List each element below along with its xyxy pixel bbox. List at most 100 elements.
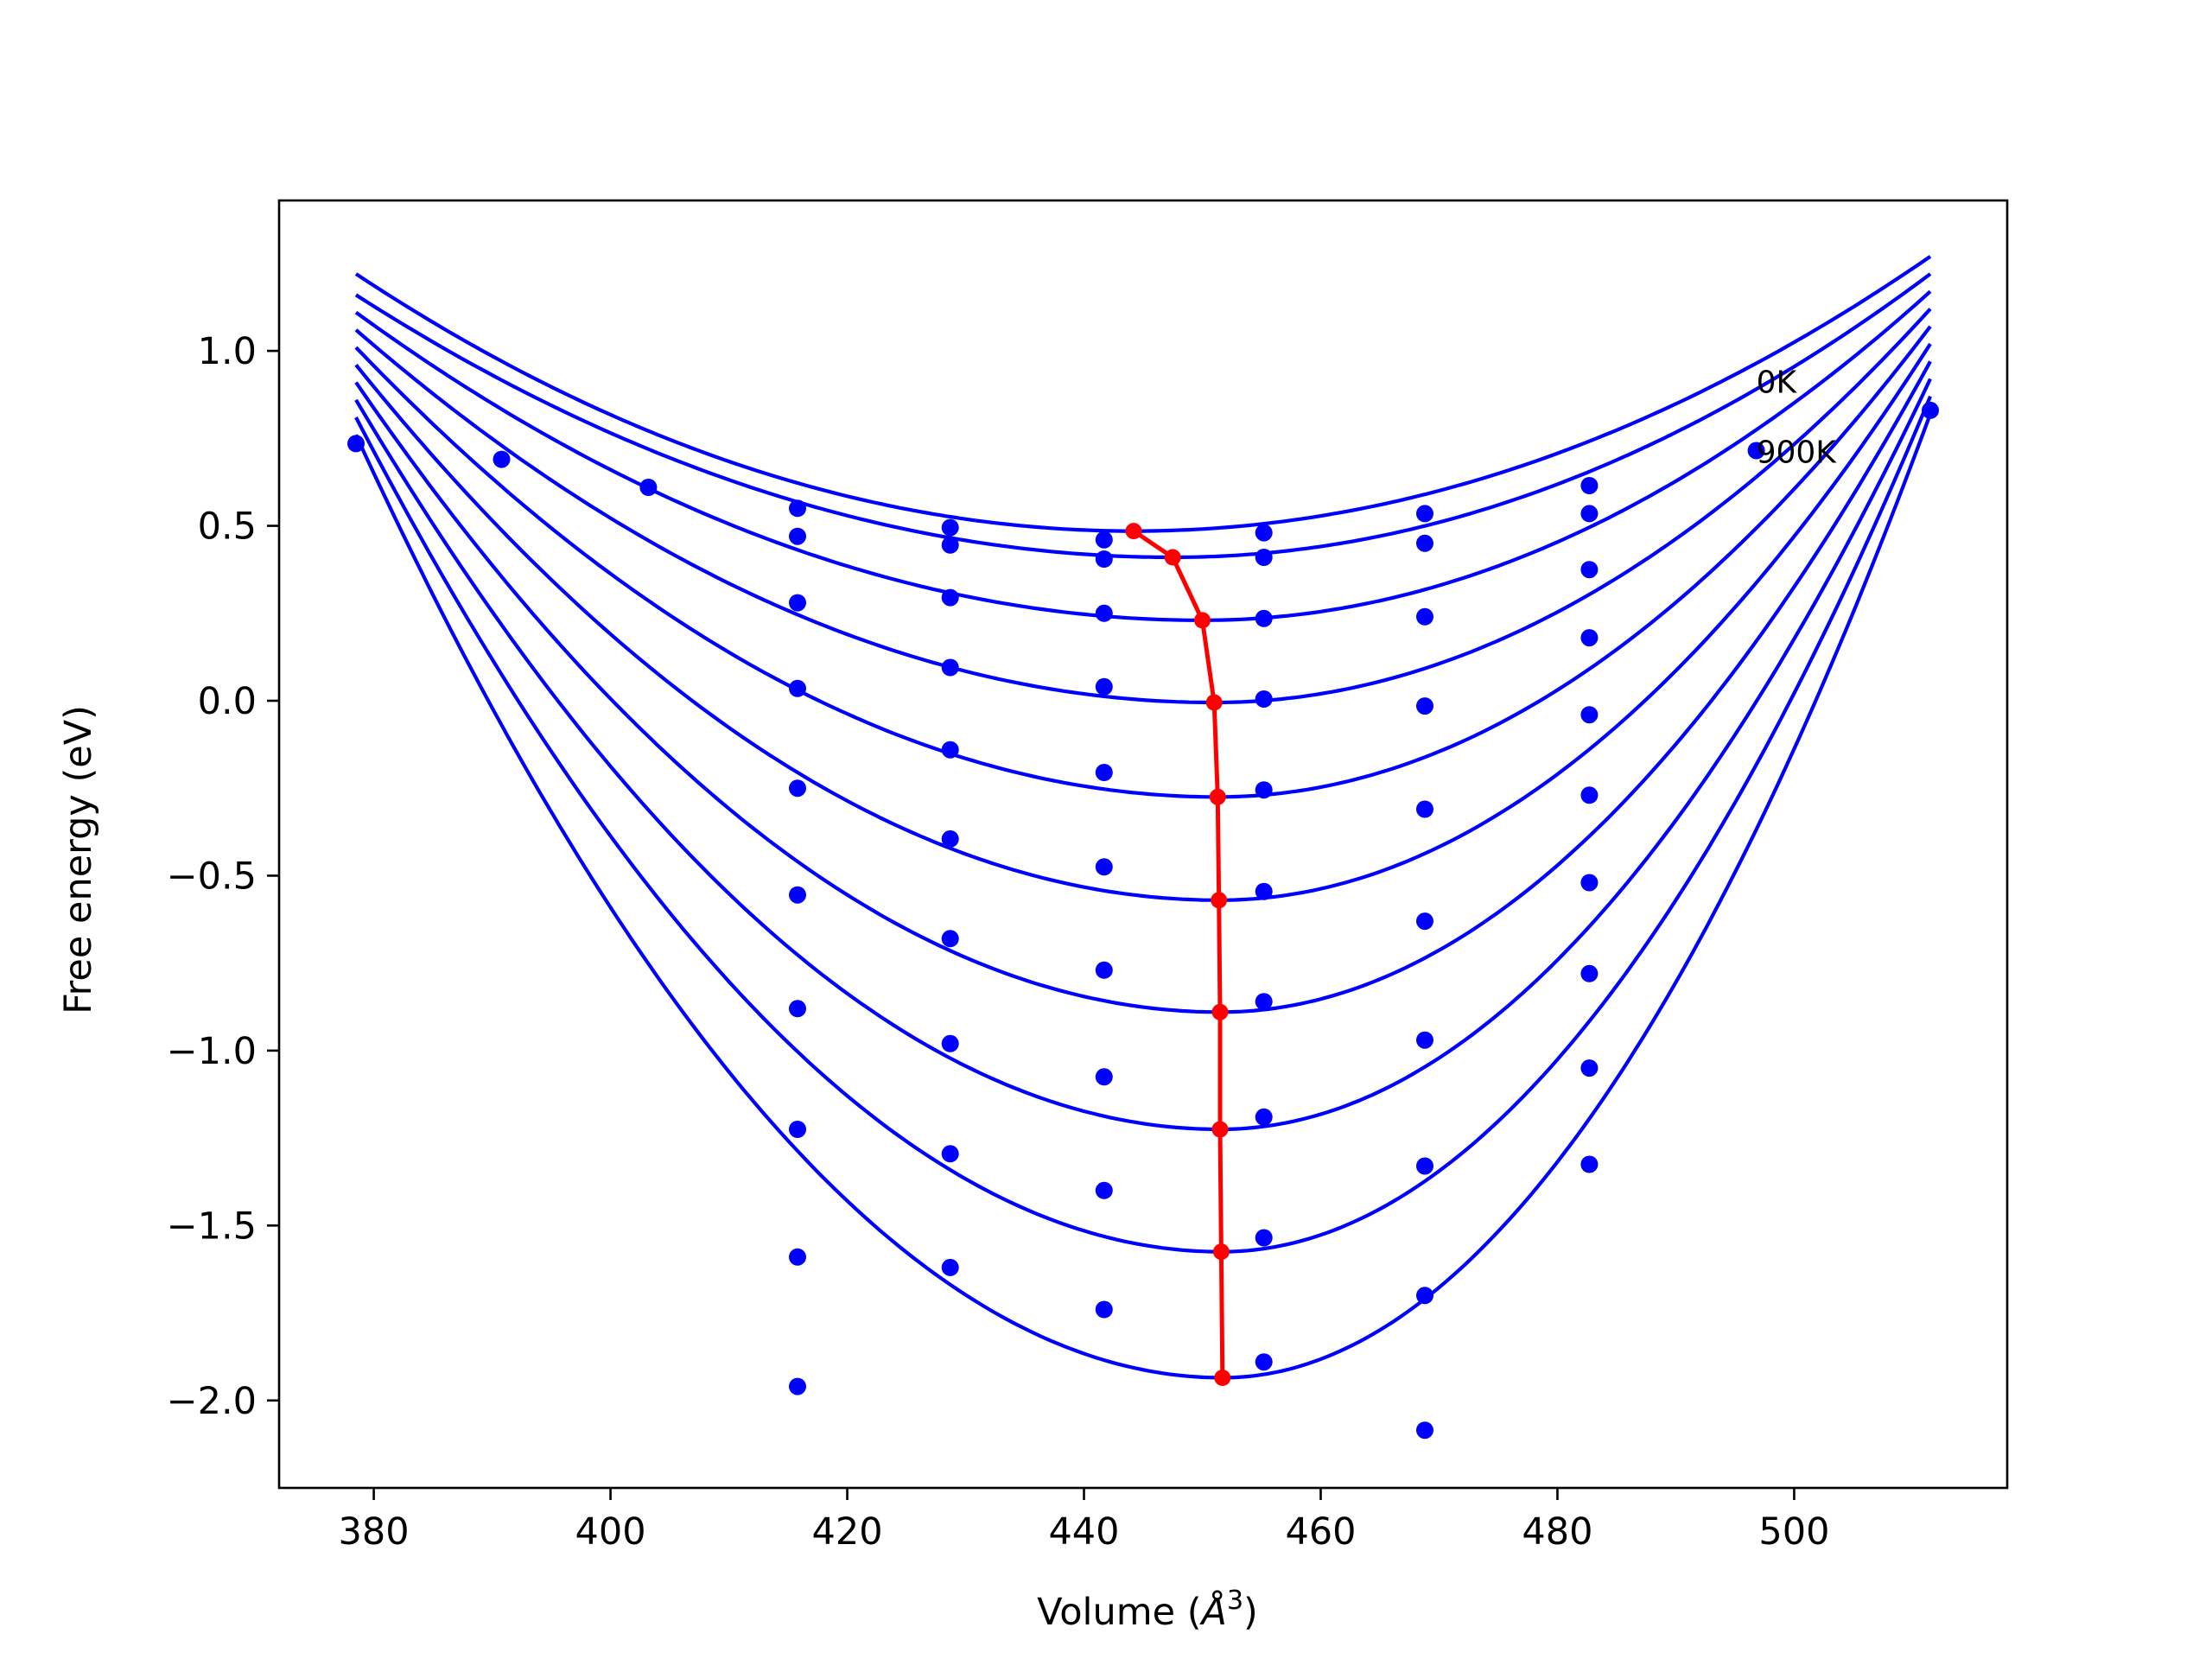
data-point [941, 658, 959, 677]
x-axis-label-text: Volume ( [1037, 1591, 1201, 1634]
x-axis-ticks: 380 400 420 440 460 480 500 [339, 1488, 1829, 1554]
data-point [789, 1000, 806, 1018]
fit-curve-6 [354, 342, 1932, 902]
x-tick-label: 460 [1285, 1510, 1356, 1554]
data-point [1095, 1068, 1113, 1086]
data-point [1255, 993, 1273, 1011]
data-point [1255, 609, 1273, 627]
fit-curve-2 [354, 272, 1932, 560]
data-point [1747, 442, 1765, 460]
data-point [941, 741, 959, 759]
x-axis-label-exponent: 3 [1227, 1586, 1243, 1616]
y-tick-label: 0.0 [198, 680, 257, 723]
data-point [1095, 550, 1113, 568]
x-tick-label: 400 [575, 1510, 646, 1554]
data-point [789, 594, 806, 612]
data-point [789, 679, 806, 697]
x-tick-label: 420 [811, 1510, 882, 1554]
data-point [789, 886, 806, 904]
annotations: 0K 900K [1757, 365, 1838, 471]
data-point [941, 1034, 959, 1052]
data-point [789, 779, 806, 798]
data-point [1255, 1353, 1273, 1371]
data-point [1416, 607, 1433, 626]
data-point [639, 479, 658, 496]
data-point [789, 1248, 806, 1266]
data-point [1580, 964, 1599, 982]
data-point [1416, 1031, 1433, 1049]
data-point [1580, 477, 1599, 494]
y-tick-label: −1.5 [167, 1205, 257, 1248]
data-point [789, 527, 806, 545]
data-point [1255, 882, 1273, 900]
y-tick-label: −0.5 [167, 855, 257, 898]
fit-curve-8 [354, 378, 1932, 1132]
minimum-point [1211, 892, 1228, 909]
x-axis-label-unit: Å [1199, 1590, 1227, 1634]
data-points [347, 401, 1939, 1440]
data-point [1255, 1108, 1273, 1126]
data-point [1416, 697, 1433, 715]
data-point [1095, 1300, 1113, 1319]
fit-curve-9 [354, 395, 1932, 1254]
data-point [941, 588, 959, 607]
data-point [941, 830, 959, 848]
data-point [941, 536, 959, 554]
data-point [1095, 764, 1113, 781]
data-point [1580, 1155, 1599, 1173]
data-point [1255, 690, 1273, 708]
data-point [1580, 786, 1599, 804]
data-point [941, 1145, 959, 1163]
data-point [347, 435, 365, 453]
data-point [789, 1377, 806, 1395]
fit-curve-5 [354, 325, 1932, 799]
minimum-path-line [1132, 529, 1225, 1378]
data-point [1580, 561, 1599, 579]
data-point [1580, 629, 1599, 647]
fit-curve-3 [354, 289, 1932, 623]
data-point [1580, 874, 1599, 892]
data-point [1255, 524, 1273, 542]
data-point [1255, 549, 1273, 566]
data-point [1095, 961, 1113, 979]
data-point [1416, 1421, 1433, 1440]
data-point [1580, 505, 1599, 523]
fit-curves [354, 255, 1932, 1380]
minimum-point [1205, 694, 1223, 711]
y-tick-label: −2.0 [167, 1380, 257, 1423]
data-point [1255, 781, 1273, 799]
minimum-point [1214, 1370, 1231, 1386]
minimum-point [1125, 523, 1142, 540]
data-point [493, 450, 511, 468]
y-axis-label: Free energy (eV) [57, 705, 100, 1014]
data-point [1416, 912, 1433, 931]
minimum-point [1194, 612, 1211, 629]
y-tick-label: 1.0 [198, 330, 257, 373]
curve-annotation: 900K [1757, 435, 1838, 471]
x-axis-label: Volume (Å3) [1037, 1586, 1258, 1634]
x-tick-label: 500 [1758, 1510, 1829, 1554]
data-point [789, 499, 806, 518]
y-tick-label: −1.0 [167, 1030, 257, 1073]
x-tick-label: 380 [339, 1510, 410, 1554]
minimum-point [1211, 1003, 1229, 1020]
data-point [1580, 1059, 1599, 1077]
minimum-point [1211, 1121, 1229, 1138]
data-point [1095, 531, 1113, 549]
data-point [1416, 1287, 1433, 1305]
plot-frame [277, 199, 2009, 1490]
data-point [941, 1258, 959, 1276]
x-tick-label: 480 [1522, 1510, 1592, 1554]
data-point [789, 1121, 806, 1138]
minimum-point [1209, 788, 1226, 805]
data-point [1416, 800, 1433, 818]
curve-annotation: 0K [1757, 365, 1798, 401]
fit-curve-7 [354, 360, 1932, 1014]
data-point [1580, 706, 1599, 724]
data-point [1095, 604, 1113, 622]
minimum-point [1212, 1243, 1230, 1261]
data-point [1416, 534, 1433, 552]
data-point [1095, 858, 1113, 876]
